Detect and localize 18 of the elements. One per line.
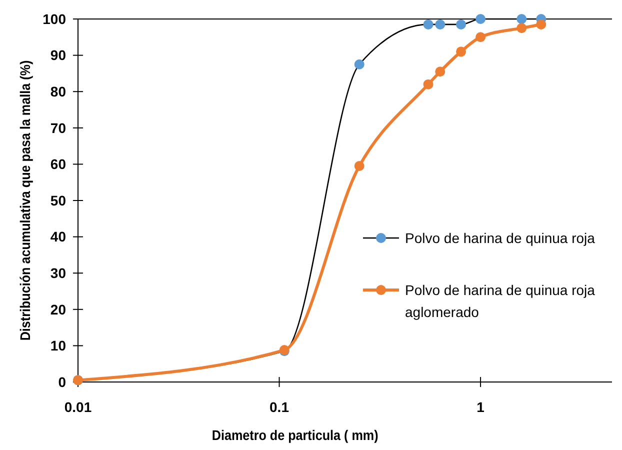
legend-label: Polvo de harina de quinua roja aglomerado (405, 282, 596, 320)
y-tick-label: 10 (50, 338, 66, 354)
y-tick-label: 50 (50, 192, 66, 208)
y-tick-label: 60 (50, 156, 66, 172)
y-tick-label: 80 (50, 84, 66, 100)
legend-label: Polvo de harina de quinua roja (405, 230, 596, 246)
x-tick-label: 1 (476, 399, 485, 415)
x-tick-label: 0.1 (270, 399, 290, 415)
y-tick-label: 70 (50, 120, 66, 136)
y-tick-label: 100 (42, 10, 66, 27)
y-tick-label: 0 (58, 374, 66, 390)
y-axis-title: Distribución acumulativa que pasa la malla (%) (17, 60, 34, 341)
y-tick-label: 90 (50, 47, 66, 64)
y-tick-label: 40 (50, 228, 66, 245)
x-axis-title: Diametro de particula ( mm) (212, 427, 378, 444)
y-tick-label: 30 (50, 265, 66, 281)
x-tick-label: 0.01 (64, 399, 92, 415)
y-tick-label: 20 (50, 301, 66, 318)
